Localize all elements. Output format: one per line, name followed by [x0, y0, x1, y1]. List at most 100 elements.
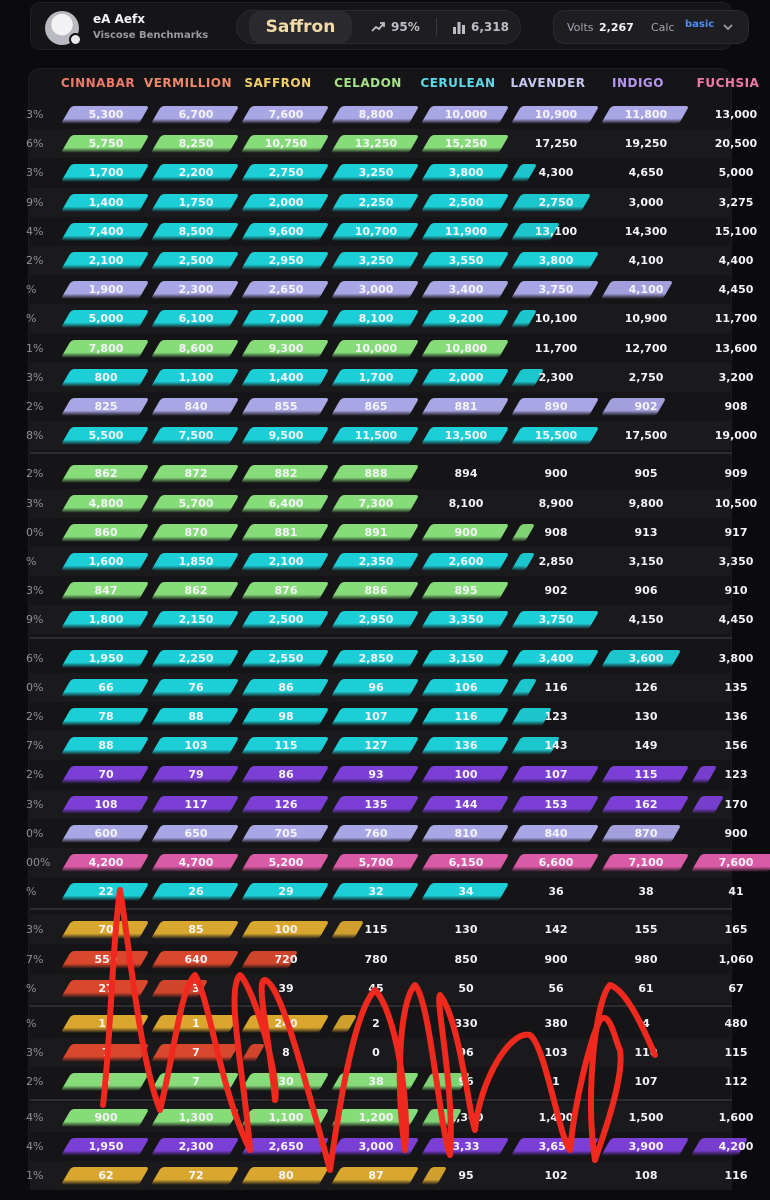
value-cell: 56	[548, 981, 564, 995]
value-cell: 123	[544, 710, 568, 723]
value-cell: 902	[544, 584, 568, 598]
value-cell: 108	[634, 1169, 658, 1182]
volts-label: Volts	[567, 21, 594, 34]
value-cell: 7,600	[718, 856, 754, 869]
value-cell: 2,500	[448, 195, 484, 209]
column-header-cerulean[interactable]: CERULEAN	[420, 76, 496, 90]
column-header-indigo[interactable]: INDIGO	[612, 76, 664, 90]
value-cell: 102	[544, 1169, 568, 1182]
value-cell: 13,600	[714, 341, 758, 355]
column-header-saffron[interactable]: SAFFRON	[244, 76, 312, 90]
value-cell: 881	[274, 525, 298, 539]
value-cell: 900	[94, 1110, 118, 1124]
value-cell: 13,000	[714, 108, 758, 121]
value-cell: 862	[94, 467, 118, 481]
value-cell: 2,100	[268, 555, 304, 568]
value-cell: 62	[98, 1169, 114, 1182]
value-cell: 2,500	[268, 613, 304, 627]
row-percent: 1%	[26, 1169, 44, 1182]
value-cell: 3,150	[628, 555, 664, 568]
value-cell: 143	[544, 739, 568, 753]
value-cell: 905	[634, 467, 658, 481]
value-cell: 3,000	[358, 1139, 394, 1153]
value-cell: 20,500	[714, 137, 758, 151]
value-cell: 2,650	[268, 283, 304, 297]
column-header-vermillion[interactable]: VERMILLION	[143, 76, 233, 90]
value-cell: 61	[638, 981, 654, 995]
row-percent: 00%	[26, 856, 51, 869]
row-percent: 0%	[26, 826, 44, 840]
value-cell: 17,250	[534, 137, 578, 151]
value-cell: 7	[192, 1046, 200, 1060]
value-cell: 4,300	[538, 166, 574, 180]
value-cell: 79	[188, 768, 204, 782]
value-cell: 886	[364, 584, 388, 598]
value-cell: 4	[642, 1017, 650, 1030]
value-cell: 116	[724, 1169, 748, 1182]
value-cell: 4,200	[88, 856, 124, 869]
value-cell: 96	[458, 1046, 474, 1060]
value-cell: 1,700	[358, 370, 394, 384]
value-cell: 86	[278, 768, 294, 782]
value-cell: 32	[368, 885, 384, 899]
column-header-lavender[interactable]: LAVENDER	[510, 76, 586, 90]
value-cell: 3	[192, 981, 200, 995]
value-cell: 15,500	[534, 429, 578, 443]
value-cell: 4,650	[628, 166, 664, 180]
value-cell: 98	[278, 710, 294, 723]
value-cell: 900	[544, 467, 568, 481]
value-cell: 1,400	[538, 1110, 574, 1124]
value-cell: 66	[98, 680, 114, 694]
row-percent: %	[26, 555, 37, 568]
value-cell: 10,100	[534, 312, 578, 326]
value-cell: 34	[458, 885, 474, 899]
value-cell: 10,750	[264, 137, 308, 151]
value-cell: 72	[188, 1169, 204, 1182]
value-cell: 136	[454, 739, 478, 753]
value-cell: 800	[94, 370, 118, 384]
value-cell: 2,500	[178, 254, 214, 267]
volts-calc-pill[interactable]	[553, 10, 749, 44]
user-subtitle: Viscose Benchmarks	[93, 30, 209, 41]
value-cell: 8,800	[358, 108, 394, 121]
column-header-fuchsia[interactable]: FUCHSIA	[696, 76, 760, 90]
value-cell: 162	[634, 797, 658, 811]
value-cell: 115	[364, 923, 388, 937]
value-cell: 7	[192, 1075, 200, 1089]
value-cell: 6,700	[178, 108, 214, 121]
value-cell: 5,700	[178, 496, 214, 510]
value-cell: 888	[364, 467, 388, 481]
value-cell: 4,800	[88, 496, 124, 510]
value-cell: 22	[98, 885, 114, 899]
count-value: 6,318	[471, 20, 509, 34]
value-cell: 112	[724, 1075, 748, 1089]
row-percent: 4%	[26, 1139, 44, 1153]
value-cell: 10,900	[624, 312, 668, 326]
value-cell: 8,600	[178, 341, 214, 355]
chevron-down-icon[interactable]	[723, 23, 733, 31]
calc-mode-select[interactable]: basic	[685, 19, 715, 30]
value-cell: 38	[368, 1075, 384, 1089]
value-cell: 4,100	[628, 254, 664, 267]
row-percent: 7%	[26, 952, 44, 966]
column-header-celadon[interactable]: CELADON	[334, 76, 402, 90]
value-cell: 170	[724, 797, 748, 811]
value-cell: 123	[724, 768, 748, 782]
value-cell: 650	[184, 826, 208, 840]
value-cell: 900	[544, 952, 568, 966]
column-header-cinnabar[interactable]: CINNABAR	[60, 76, 136, 90]
value-cell: 3,900	[628, 1139, 664, 1153]
value-cell: 825	[94, 400, 118, 413]
value-cell: 3,250	[358, 166, 394, 180]
value-cell: 891	[364, 525, 388, 539]
value-cell: 908	[724, 400, 748, 413]
page-title[interactable]: Saffron	[249, 11, 352, 43]
value-cell: 9,500	[268, 429, 304, 443]
value-cell: 850	[454, 952, 478, 966]
row-percent: 0%	[26, 525, 44, 539]
value-cell: 3,350	[448, 613, 484, 627]
value-cell: 840	[184, 400, 208, 413]
value-cell: 1,950	[88, 1139, 124, 1153]
value-cell: 7,300	[358, 496, 394, 510]
value-cell: 39	[278, 981, 294, 995]
